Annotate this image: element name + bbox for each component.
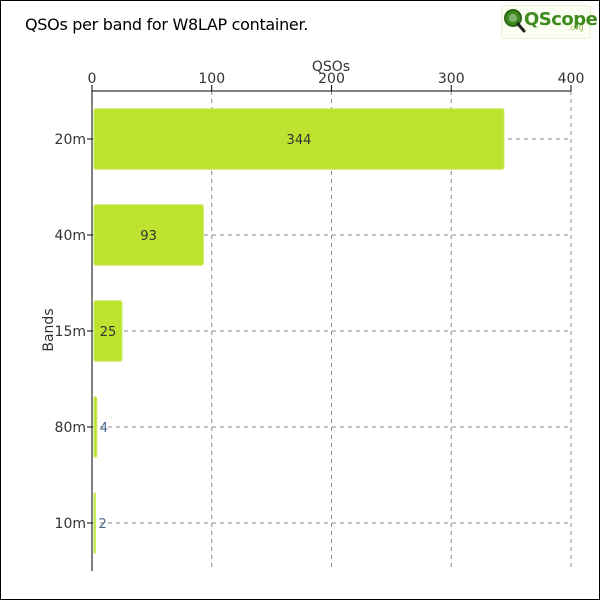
grid-layer [92, 91, 572, 571]
x-tick-label: 0 [88, 71, 97, 87]
x-tick-label: 400 [558, 71, 585, 87]
bar-layer: 344 93 25 4 2 [93, 108, 505, 554]
y-tick-label-15m: 15m [55, 324, 86, 340]
bar-80m [93, 396, 98, 458]
data-label-40m: 93 [140, 229, 157, 244]
y-tick-label-80m: 80m [55, 420, 86, 436]
x-tick-label: 300 [438, 71, 465, 87]
x-tick-label: 200 [318, 71, 345, 87]
y-tick-label-20m: 20m [55, 132, 86, 148]
bar-10m [93, 492, 96, 554]
bar-20m [93, 108, 505, 170]
axis-layer: 0 100 200 300 400 20m 40m 15m 80m 10m [55, 71, 585, 571]
chart-title: QSOs per band for W8LAP container. [25, 15, 309, 34]
x-axis-title: QSOs [312, 59, 350, 75]
x-tick-label: 100 [198, 71, 225, 87]
bar-15m [93, 300, 123, 362]
magnifier-globe-icon [504, 9, 526, 33]
data-label-10m: 2 [99, 517, 107, 532]
data-label-80m: 4 [100, 421, 108, 436]
logo-text: QScope [524, 9, 598, 30]
logo-subtext: .org [568, 23, 584, 32]
data-label-15m: 25 [100, 325, 117, 340]
y-tick-label-40m: 40m [55, 228, 86, 244]
y-tick-label-10m: 10m [55, 516, 86, 532]
y-axis-title: Bands [41, 308, 57, 351]
qscope-logo[interactable]: QScope .org [501, 5, 598, 39]
bar-40m [93, 204, 204, 266]
data-label-20m: 344 [287, 133, 312, 148]
